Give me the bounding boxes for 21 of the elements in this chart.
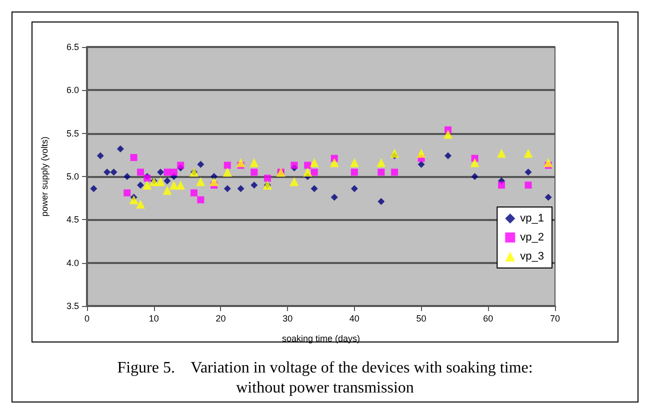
text: Figure 5. Variation in voltage of the devices with soaking time: without power transmission (117, 360, 533, 396)
y-tick-label: 6.0 (66, 85, 79, 96)
x-tick-label: 50 (416, 314, 426, 324)
y-tick-label: 4.0 (66, 258, 79, 268)
legend-label: vp_2 (520, 232, 544, 244)
legend-label: vp_1 (520, 212, 544, 224)
y-axis-title: power supply (volts) (40, 136, 50, 217)
y-tick-label: 6.5 (66, 42, 79, 52)
legend-label: vp_3 (520, 250, 544, 262)
x-tick-label: 30 (282, 314, 293, 324)
x-tick-label: 0 (84, 314, 90, 324)
x-axis-title: soaking time (days) (282, 334, 360, 344)
x-tick-label: 60 (483, 314, 494, 324)
x-tick-label: 10 (148, 314, 159, 324)
y-tick-label: 3.5 (66, 301, 79, 311)
y-tick-label: 4.5 (66, 214, 79, 225)
x-tick-label: 70 (550, 314, 560, 324)
x-tick-label: 40 (349, 314, 360, 324)
x-tick-label: 20 (216, 314, 226, 324)
y-tick-label: 5.5 (66, 128, 79, 138)
y-tick-label: 5.0 (66, 172, 79, 182)
